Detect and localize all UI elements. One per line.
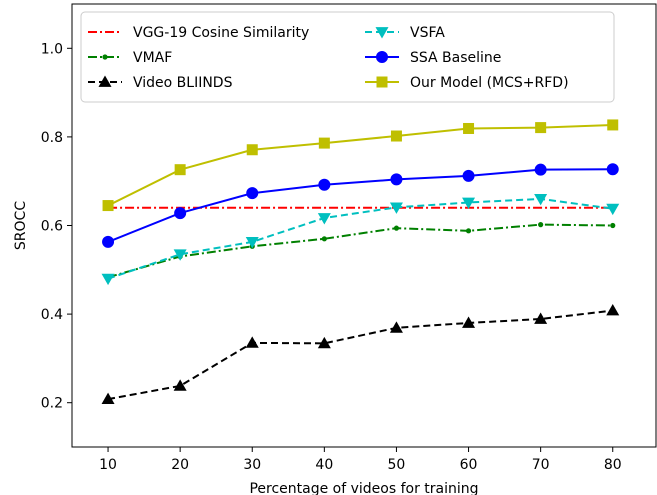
data-point (174, 207, 187, 220)
legend-item: Our Model (MCS+RFD) (365, 75, 569, 91)
series-line (107, 309, 613, 401)
legend-marker (375, 27, 389, 39)
y-tick-label: 0.2 (41, 396, 63, 412)
x-tick-label: 20 (171, 457, 189, 473)
data-point (535, 122, 547, 134)
data-point (462, 169, 475, 182)
x-tick-label: 70 (532, 457, 550, 473)
data-point (245, 237, 259, 249)
ticks-layer: 10 20 30 40 50 60 70 80 0.2 0.4 0.6 0.8 1.0 (41, 41, 622, 473)
data-point (534, 194, 548, 206)
x-tick-label: 60 (460, 457, 478, 473)
y-tick-label: 0.4 (41, 307, 63, 323)
legend-label: VMAF (133, 50, 172, 66)
y-tick-label: 1.0 (41, 41, 63, 57)
x-tick-label: 80 (604, 457, 622, 473)
legend-label: VSFA (410, 25, 445, 41)
data-point (534, 312, 548, 324)
y-tick-label: 0.8 (41, 130, 63, 146)
x-tick-label: 50 (388, 457, 406, 473)
y-tick-label: 0.6 (41, 219, 63, 235)
data-point (607, 119, 619, 131)
data-point (390, 173, 403, 186)
y-axis-title: SROCC (13, 201, 29, 250)
x-tick-label: 10 (99, 457, 117, 473)
data-point (102, 235, 115, 248)
legend: VGG-19 Cosine Similarity VMAF Video BLIIND… (80, 11, 615, 103)
data-point (101, 392, 115, 405)
data-point (389, 321, 403, 333)
series-line (107, 168, 613, 243)
data-point (101, 273, 115, 286)
series-line (107, 197, 613, 280)
data-point (318, 137, 330, 149)
data-point (610, 222, 616, 229)
series-line (107, 123, 613, 207)
legend-item: SSA Baseline (365, 50, 501, 66)
legend-item: Video BLIINDS (88, 75, 233, 91)
data-point (102, 200, 114, 212)
data-point (317, 336, 331, 349)
data-point (463, 122, 475, 134)
legend-label: VGG-19 Cosine Similarity (133, 25, 309, 41)
legend-label: SSA Baseline (410, 50, 501, 66)
legend-label: Video BLIINDS (133, 75, 233, 91)
data-point (174, 164, 186, 176)
legend-marker (98, 75, 112, 87)
data-point (393, 225, 400, 231)
data-point (606, 304, 620, 316)
data-point (317, 213, 331, 225)
x-tick-label: 30 (243, 457, 261, 473)
data-point (390, 130, 402, 142)
data-point (245, 336, 259, 348)
data-point (389, 202, 403, 214)
legend-item: VMAF (88, 50, 172, 66)
series-layer (101, 119, 620, 405)
data-point (246, 144, 258, 156)
data-point (606, 203, 620, 216)
data-point (173, 379, 187, 391)
data-point (321, 236, 327, 242)
series-3 (101, 194, 620, 286)
legend-marker (376, 76, 388, 88)
legend-label: Our Model (MCS+RFD) (410, 75, 569, 91)
legend-frame (80, 11, 615, 103)
data-point (538, 222, 544, 228)
legend-item: VGG-19 Cosine Similarity (88, 25, 309, 41)
data-point (462, 197, 476, 209)
series-2 (101, 304, 620, 405)
data-point (173, 249, 187, 261)
data-point (465, 228, 472, 234)
data-point (462, 316, 476, 328)
data-point (606, 163, 619, 176)
data-point (246, 187, 259, 200)
x-tick-label: 40 (315, 457, 333, 473)
series-5 (102, 119, 619, 212)
legend-marker (376, 51, 388, 63)
legend-marker (102, 54, 108, 60)
data-point (318, 178, 331, 191)
series-4 (102, 163, 619, 248)
legend-item: VSFA (365, 25, 445, 41)
data-point (534, 163, 547, 176)
series-line (107, 223, 613, 279)
x-axis-title: Percentage of videos for training (249, 481, 478, 495)
